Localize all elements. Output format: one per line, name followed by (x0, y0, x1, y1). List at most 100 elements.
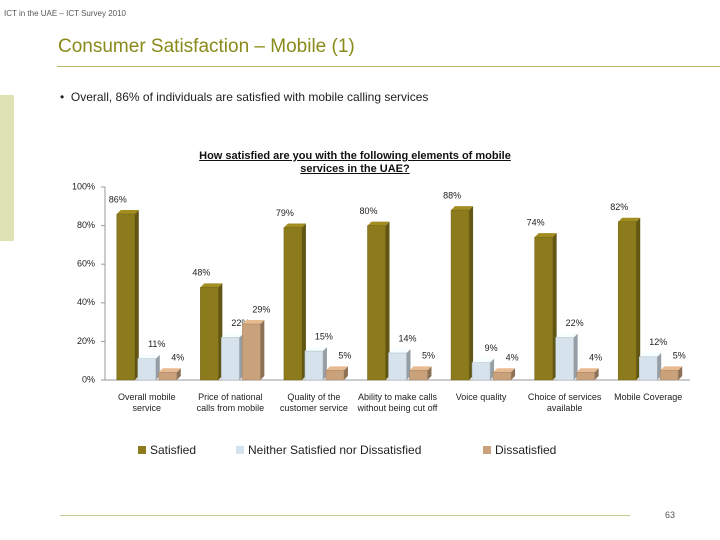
value-label: 79% (276, 208, 294, 218)
bar-top (325, 366, 348, 371)
header: ICT in the UAE – ICT Survey 2010 (4, 9, 126, 18)
bar-top (618, 217, 641, 222)
bar-side (573, 333, 578, 380)
bar (242, 323, 261, 381)
bar-top (451, 206, 474, 211)
value-label: 15% (315, 331, 333, 341)
side-accent (0, 95, 14, 241)
x-tick-label: Mobile Coverage (614, 392, 683, 402)
bullet: • Overall, 86% of individuals are satisf… (60, 90, 429, 104)
bar-top (576, 368, 599, 373)
footer-rule (60, 515, 630, 516)
bar-top (639, 352, 662, 357)
value-label: 22% (566, 318, 584, 328)
x-tick-label: Quality of the customer service (279, 392, 348, 413)
bar-side (343, 366, 348, 380)
bar-side (594, 368, 599, 380)
chart-title: How satisfied are you with the following… (199, 150, 511, 175)
bar (492, 372, 512, 381)
bar-side (469, 206, 474, 380)
bar-top (409, 366, 432, 371)
value-label: 11% (148, 339, 165, 349)
bar (450, 209, 470, 381)
value-label: 4% (506, 353, 519, 363)
bar-top (158, 368, 181, 373)
value-label: 5% (673, 351, 686, 361)
y-tick-label: 20% (77, 336, 95, 346)
value-label: 22% (231, 318, 249, 328)
x-tick-label: Overall mobile service (118, 392, 176, 413)
value-label: 74% (527, 218, 545, 228)
bar-top (367, 221, 390, 226)
bar (555, 337, 574, 381)
title-rule (57, 66, 720, 67)
bar (471, 362, 491, 381)
bullet-text: Overall, 86% of individuals are satisfie… (70, 90, 429, 104)
x-tick-label: Voice quality (455, 392, 507, 402)
bar-top (221, 333, 244, 338)
bar-top (242, 320, 265, 325)
bar (388, 352, 407, 381)
legend-label: Neither Satisfied nor Dissatisfied (248, 443, 421, 457)
bar-top (283, 223, 306, 228)
value-label: 5% (422, 351, 435, 361)
bar-side (134, 210, 139, 380)
bar-top (493, 368, 516, 373)
x-tick-label: Ability to make calls without being cut … (357, 392, 438, 413)
bar-top (472, 358, 495, 363)
bar-side (427, 366, 432, 380)
value-label: 82% (610, 202, 628, 212)
bar-top (660, 366, 683, 371)
bar (283, 227, 303, 381)
x-tick-label: Choice of services available (527, 392, 602, 413)
value-label: 12% (649, 337, 667, 347)
bar-top (116, 210, 139, 215)
value-label: 14% (398, 333, 416, 343)
value-label: 88% (443, 191, 461, 201)
legend-swatch (138, 446, 146, 454)
bar-top (137, 354, 160, 359)
value-label: 86% (109, 194, 127, 204)
y-tick-label: 40% (77, 297, 95, 307)
legend-swatch (236, 446, 244, 454)
bar (409, 370, 428, 381)
bar (367, 225, 386, 381)
y-tick-label: 60% (77, 259, 95, 269)
legend-swatch (483, 446, 491, 454)
value-label: 80% (359, 206, 377, 216)
value-label: 9% (485, 343, 498, 353)
value-label: 48% (192, 268, 210, 278)
bar-side (678, 366, 683, 380)
bar (534, 236, 553, 381)
bar-side (385, 221, 390, 380)
bar-top (388, 348, 411, 353)
bar (221, 337, 240, 381)
bar-top (200, 283, 223, 288)
x-tick-label: Price of national calls from mobile (196, 392, 265, 413)
bar (116, 213, 136, 381)
value-label: 5% (338, 351, 351, 361)
bar (617, 221, 637, 381)
page-number: 63 (665, 510, 676, 520)
legend-label: Satisfied (150, 443, 196, 457)
bar (200, 287, 219, 381)
slide-title: Consumer Satisfaction – Mobile (1) (58, 36, 355, 57)
bar (304, 350, 324, 381)
bar (638, 356, 658, 381)
bar-side (636, 217, 641, 380)
bar (325, 370, 345, 381)
bar-side (260, 320, 265, 380)
bar-top (304, 347, 327, 352)
bar (137, 358, 157, 381)
bar-side (301, 223, 306, 380)
bar (659, 370, 679, 381)
bar-top (534, 233, 557, 238)
bar-top (555, 333, 578, 338)
legend-label: Dissatisfied (495, 443, 556, 457)
value-label: 4% (589, 353, 602, 363)
bar-side (511, 368, 516, 380)
bar (576, 372, 595, 381)
y-tick-label: 80% (77, 220, 95, 230)
